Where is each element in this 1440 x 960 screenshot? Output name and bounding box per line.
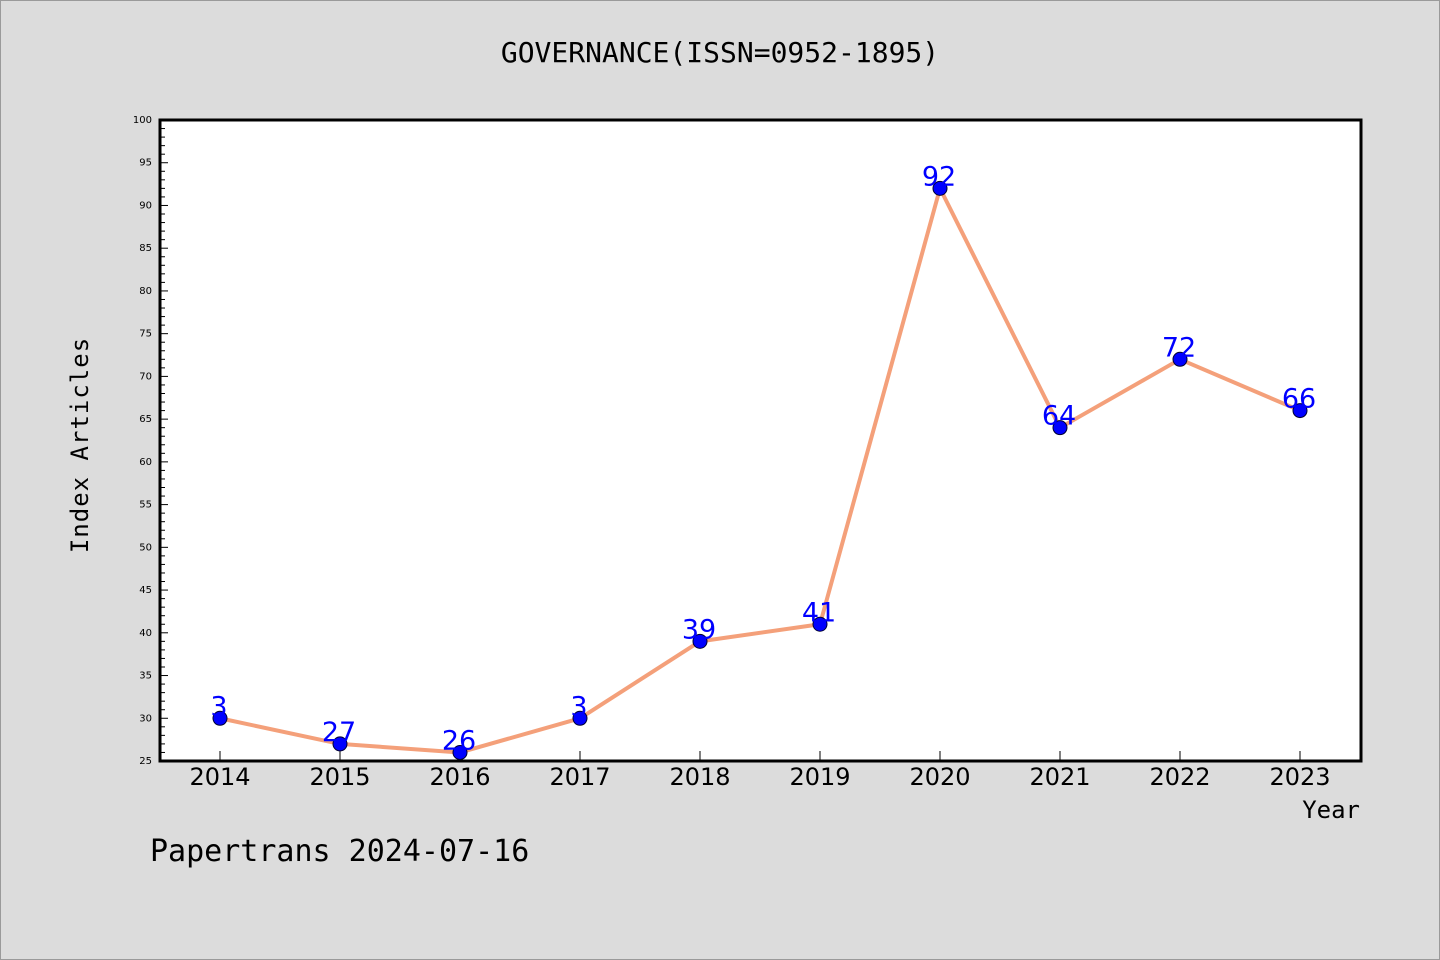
data-point xyxy=(692,633,708,649)
x-tick-label: 2015 xyxy=(309,763,370,791)
data-label: 92 xyxy=(922,161,956,192)
data-label: 26 xyxy=(442,725,476,756)
y-tick-label: 90 xyxy=(139,200,152,211)
data-point xyxy=(332,736,348,752)
x-tick-label: 2017 xyxy=(549,763,610,791)
data-point xyxy=(1292,403,1308,419)
x-tick-label: 2016 xyxy=(429,763,490,791)
y-tick-label: 95 xyxy=(139,158,152,169)
data-point xyxy=(812,616,828,632)
x-tick-label: 2019 xyxy=(789,763,850,791)
data-label: 3 xyxy=(570,691,587,722)
data-label: 41 xyxy=(802,597,836,628)
y-tick-label: 65 xyxy=(139,414,152,425)
data-label: 66 xyxy=(1282,384,1316,415)
y-tick-label: 100 xyxy=(133,115,152,126)
footer-credit: Papertrans 2024-07-16 xyxy=(150,834,530,869)
data-label: 27 xyxy=(322,717,356,748)
y-tick-label: 40 xyxy=(139,628,152,639)
y-tick-label: 60 xyxy=(139,457,152,468)
chart-title: GOVERNANCE(ISSN=0952-1895) xyxy=(500,36,940,69)
data-point xyxy=(452,744,468,760)
y-tick-label: 70 xyxy=(139,371,152,382)
data-point xyxy=(212,710,228,726)
data-label: 3 xyxy=(210,691,227,722)
x-tick-label: 2014 xyxy=(189,763,250,791)
x-tick-label: 2023 xyxy=(1269,763,1330,791)
y-tick-label: 45 xyxy=(139,585,152,596)
y-tick-label: 35 xyxy=(139,671,152,682)
data-point xyxy=(572,710,588,726)
y-tick-label: 85 xyxy=(139,243,152,254)
data-label: 39 xyxy=(682,614,716,645)
y-tick-label: 80 xyxy=(139,286,152,297)
y-tick-label: 55 xyxy=(139,500,152,511)
y-tick-label: 30 xyxy=(139,713,152,724)
data-label: 72 xyxy=(1162,332,1196,363)
x-tick-label: 2022 xyxy=(1149,763,1210,791)
x-tick-label: 2020 xyxy=(909,763,970,791)
data-point xyxy=(932,180,948,196)
x-tick-label: 2021 xyxy=(1029,763,1090,791)
y-axis-label: Index Articles xyxy=(66,336,94,554)
data-point xyxy=(1052,420,1068,436)
x-tick-label: 2018 xyxy=(669,763,730,791)
plot-area xyxy=(160,120,1361,761)
plot-border xyxy=(158,118,1363,763)
data-label: 64 xyxy=(1042,401,1076,432)
y-tick-label: 75 xyxy=(139,329,152,340)
y-tick-label: 25 xyxy=(139,756,152,767)
series-line xyxy=(218,186,1302,755)
x-axis-label: Year xyxy=(1302,796,1360,824)
y-tick-label: 50 xyxy=(139,542,152,553)
data-point xyxy=(1172,351,1188,367)
